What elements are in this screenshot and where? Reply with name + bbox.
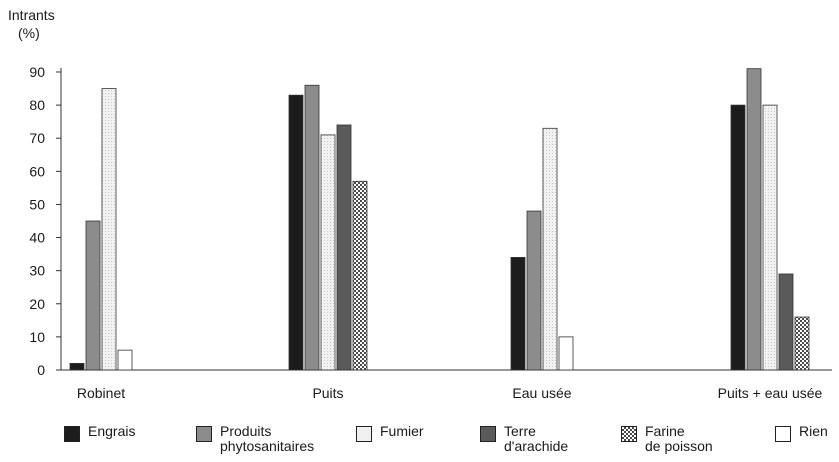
legend-swatch bbox=[621, 426, 637, 442]
x-tick-label: Puits bbox=[312, 385, 343, 401]
bar bbox=[336, 124, 352, 371]
bar bbox=[794, 316, 810, 371]
legend-item: Rien bbox=[775, 424, 828, 442]
x-tick-label: Puits + eau usée bbox=[718, 385, 823, 401]
bar bbox=[85, 220, 101, 371]
bar bbox=[526, 210, 542, 371]
y-tick-label: 70 bbox=[29, 130, 45, 146]
legend-label: Produits phytosanitaires bbox=[220, 423, 315, 454]
legend-label: Terre d'arachide bbox=[504, 423, 569, 454]
bar bbox=[352, 180, 368, 371]
y-tick-label: 80 bbox=[29, 97, 45, 113]
bar bbox=[778, 273, 794, 371]
legend-label: Farine de poisson bbox=[645, 423, 713, 454]
legend-item: Fumier bbox=[356, 424, 424, 442]
legend-item: Farine de poisson bbox=[621, 424, 713, 454]
bar bbox=[542, 127, 558, 371]
bar bbox=[730, 104, 746, 371]
bar bbox=[762, 104, 778, 371]
x-tick-label: Robinet bbox=[77, 385, 125, 401]
bar bbox=[320, 134, 336, 371]
bar bbox=[510, 257, 526, 371]
chart-legend: Engrais Produits phytosanitaires Fumier Ter… bbox=[0, 422, 839, 462]
y-tick-label: 40 bbox=[29, 230, 45, 246]
y-tick-label: 10 bbox=[29, 329, 45, 345]
legend-item: Produits phytosanitaires bbox=[196, 424, 314, 454]
y-tick-label: 60 bbox=[29, 163, 45, 179]
legend-item: Engrais bbox=[64, 424, 135, 442]
bar-chart: Intrants (%) 0 10 20 30 40 50 60 70 80 90 Robinet Pui… bbox=[8, 7, 832, 401]
legend-swatch bbox=[356, 426, 372, 442]
legend-label: Fumier bbox=[380, 423, 424, 439]
legend-swatch bbox=[775, 426, 791, 442]
y-tick-label: 20 bbox=[29, 296, 45, 312]
x-tick-label: Eau usée bbox=[512, 385, 571, 401]
y-tick-label: 50 bbox=[29, 196, 45, 212]
y-tick-label: 30 bbox=[29, 263, 45, 279]
legend-swatch bbox=[64, 426, 80, 442]
legend-swatch bbox=[196, 426, 212, 442]
bar bbox=[304, 84, 320, 371]
y-tick-label: 0 bbox=[37, 362, 45, 378]
legend-label: Rien bbox=[799, 423, 828, 439]
legend-item: Terre d'arachide bbox=[480, 424, 568, 454]
legend-label: Engrais bbox=[88, 423, 136, 439]
bar bbox=[69, 362, 85, 371]
y-tick-label: 90 bbox=[29, 64, 45, 80]
bar bbox=[101, 88, 117, 371]
bar bbox=[558, 336, 574, 371]
bar bbox=[288, 94, 304, 371]
y-axis-label: Intrants (%) bbox=[8, 7, 55, 41]
bar bbox=[746, 68, 762, 371]
bar bbox=[117, 349, 133, 371]
legend-swatch bbox=[480, 426, 496, 442]
